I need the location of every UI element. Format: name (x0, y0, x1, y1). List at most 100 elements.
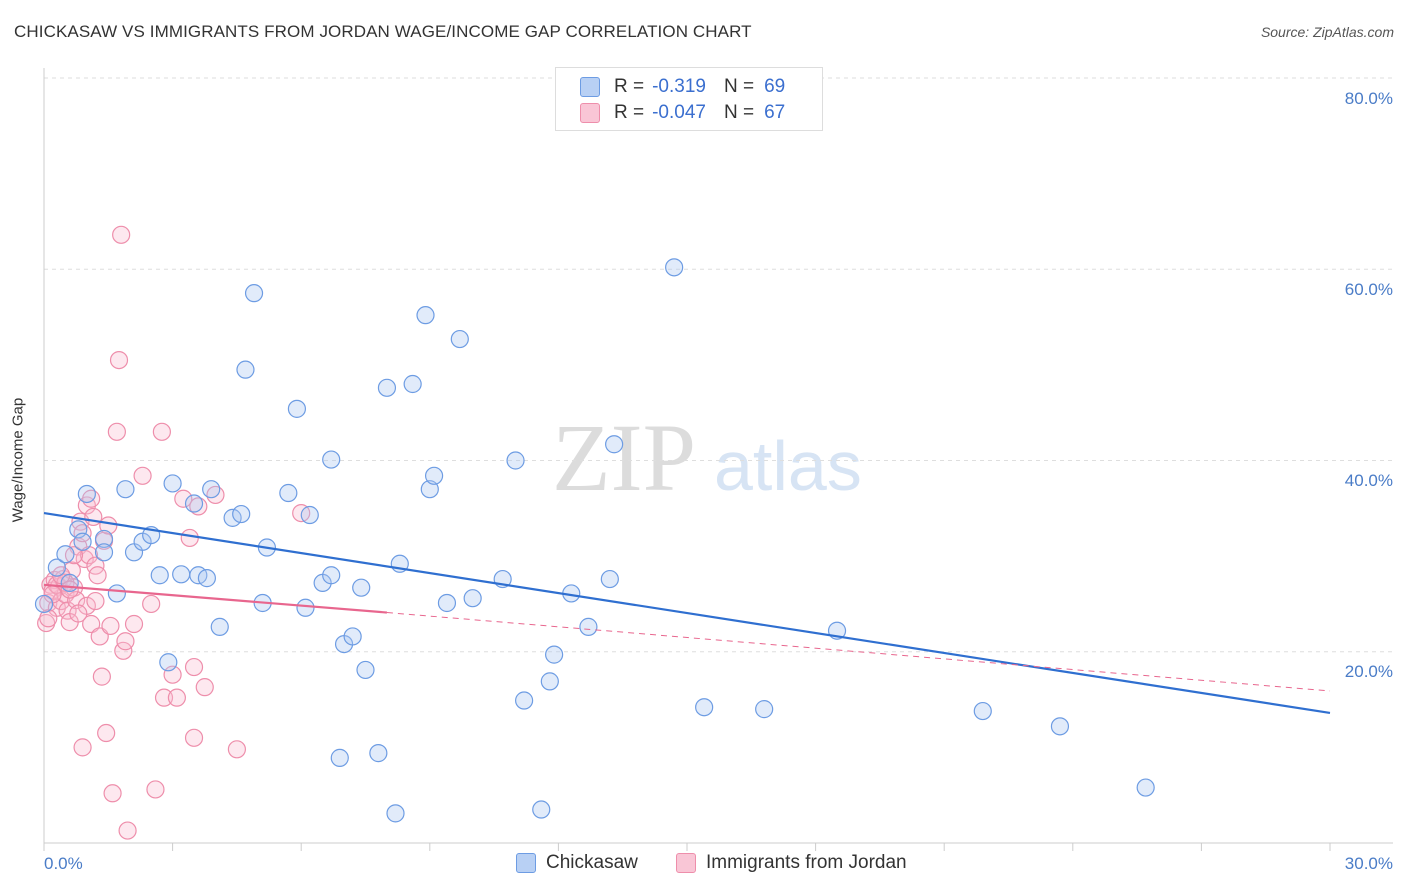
chickasaw-point (377, 378, 397, 397)
chickasaw-point (34, 594, 54, 614)
tick-labels: 20.0% 40.0% 60.0% 80.0% 0.0% 30.0% (44, 89, 1393, 873)
chickasaw-point (150, 566, 169, 585)
axes (43, 68, 1393, 851)
chickasaw-point (197, 569, 216, 588)
chickasaw-point (695, 698, 714, 717)
chickasaw-point (300, 505, 319, 525)
chickasaw-point (73, 532, 92, 551)
jordan-point (99, 516, 118, 535)
jordan-point (101, 616, 120, 636)
jordan-point (112, 225, 131, 244)
jordan-point (124, 614, 144, 634)
jordan-point (103, 784, 122, 803)
jordan-point (92, 667, 111, 686)
legend-swatch-chickasaw (580, 77, 600, 97)
y-tick-label-40: 40.0% (1345, 471, 1393, 490)
legend-swatch-jordan (580, 103, 600, 123)
correlation-legend: R = -0.319 N = 69 R = -0.047 N = 67 (555, 67, 823, 131)
jordan-point (118, 821, 137, 840)
chickasaw-point (356, 660, 375, 680)
chickasaw-point (172, 565, 191, 584)
jordan-point (152, 422, 171, 441)
jordan-point (184, 657, 204, 677)
chickasaw-point (322, 450, 341, 469)
chickasaw-point (540, 672, 559, 691)
jordan-point (184, 728, 204, 747)
legend-item-chickasaw[interactable]: Chickasaw (516, 852, 638, 874)
chickasaw-point (60, 573, 79, 593)
chickasaw-point (202, 480, 221, 499)
chickasaw-point (463, 589, 482, 608)
jordan-point (107, 422, 126, 441)
trend-line-jordan (43, 583, 388, 614)
jordan-point (97, 723, 116, 743)
legend-n-value: 67 (764, 102, 786, 123)
zipatlas-watermark: ZIP atlas (552, 404, 862, 500)
jordan-point (116, 632, 135, 651)
chickasaw-point (515, 691, 534, 710)
jordan-point (60, 580, 79, 599)
source-label: Source: ZipAtlas.com (1260, 24, 1394, 40)
chickasaw-point (287, 399, 307, 418)
chickasaw-point (232, 504, 251, 524)
jordan-point (133, 466, 152, 485)
jordan-point (154, 688, 174, 707)
jordan-point (180, 528, 199, 548)
chickasaw-point (343, 627, 362, 646)
y-tick-label-60: 60.0% (1345, 280, 1393, 299)
legend-n-value: 69 (764, 76, 786, 97)
chickasaw-point (755, 700, 774, 719)
legend-row-jordan: R = -0.047 N = 67 (580, 102, 785, 124)
watermark-zip: ZIP (552, 404, 696, 500)
trend-line-chickasaw (43, 512, 1331, 715)
legend-n-label: N = (723, 76, 755, 97)
chickasaw-point (159, 653, 178, 672)
jordan-point (174, 489, 193, 508)
chickasaw-point (506, 451, 525, 470)
chickasaw-point (437, 593, 457, 613)
chickasaw-point (450, 329, 469, 349)
jordan-point (109, 350, 129, 370)
jordan-point (88, 566, 107, 585)
chickasaw-point (47, 558, 66, 577)
chickasaw-point (600, 569, 619, 589)
legend-r-value: -0.047 (652, 102, 706, 123)
legend-r-value: -0.319 (652, 76, 706, 97)
jordan-point (39, 609, 58, 628)
jordan-point (146, 780, 165, 799)
chickasaw-point (244, 284, 264, 303)
chickasaw-point (322, 566, 341, 585)
legend-swatch-jordan (676, 853, 696, 873)
jordan-point (142, 594, 161, 614)
chickasaw-point (545, 645, 564, 664)
legend-n-label: N = (723, 102, 755, 123)
legend-r-label: R = (614, 76, 645, 97)
series-legend: Chickasaw Immigrants from Jordan (0, 852, 1406, 878)
chickasaw-point (579, 617, 598, 636)
jordan-point (195, 678, 214, 697)
chickasaw-point (56, 545, 75, 564)
chickasaw-point (184, 494, 204, 513)
legend-swatch-chickasaw (516, 853, 536, 873)
trend-lines (43, 512, 1331, 715)
legend-label-chickasaw: Chickasaw (546, 852, 638, 873)
chickasaw-point (94, 529, 114, 549)
chickasaw-point (352, 578, 371, 597)
chickasaw-point (424, 466, 444, 485)
legend-row-chickasaw: R = -0.319 N = 69 (580, 76, 785, 98)
chickasaw-point (420, 480, 439, 499)
chickasaw-point (403, 374, 422, 394)
chickasaw-point (369, 744, 388, 763)
watermark-atlas: atlas (714, 427, 862, 500)
chickasaw-point (279, 483, 298, 503)
legend-item-jordan[interactable]: Immigrants from Jordan (676, 852, 907, 874)
chickasaw-point (77, 484, 96, 504)
y-tick-label-20: 20.0% (1345, 662, 1393, 681)
legend-label-jordan: Immigrants from Jordan (706, 852, 907, 873)
chickasaw-point (1050, 717, 1070, 736)
jordan-point (69, 604, 88, 623)
chickasaw-point (532, 800, 551, 819)
chickasaw-point (330, 748, 349, 767)
chickasaw-point (210, 617, 229, 636)
